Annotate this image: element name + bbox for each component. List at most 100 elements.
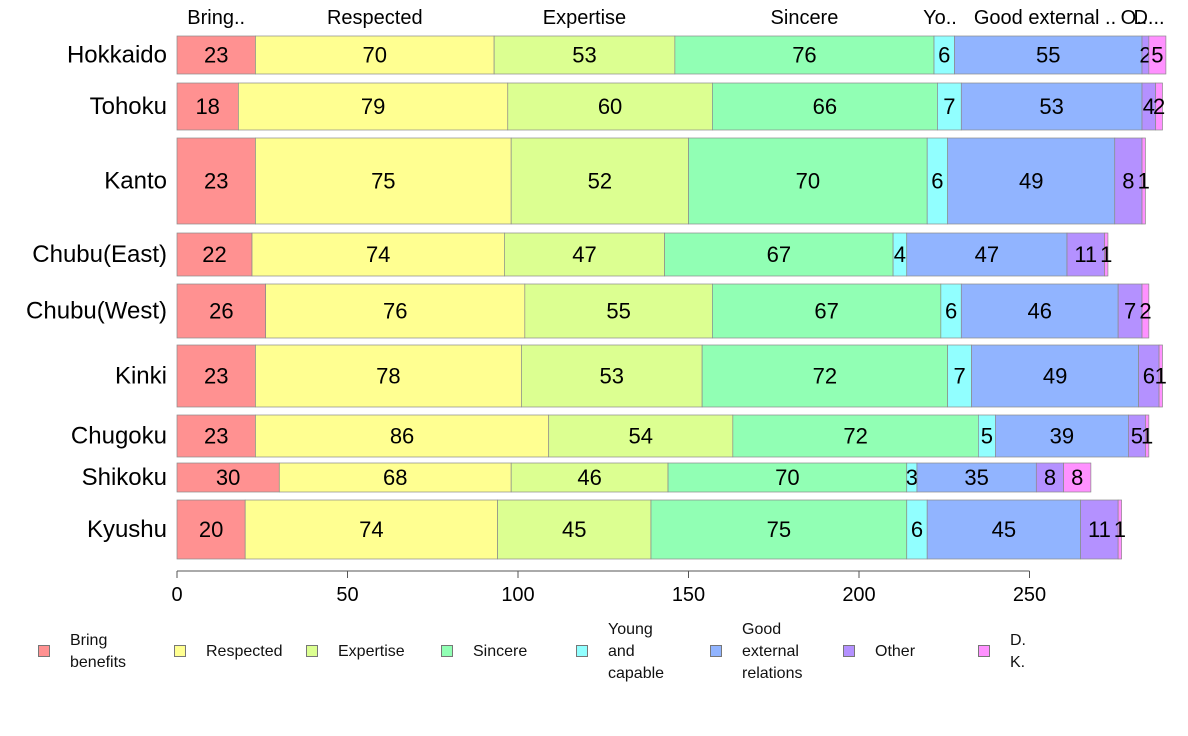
data-label: 8 bbox=[1044, 465, 1056, 490]
data-label: 47 bbox=[975, 242, 999, 267]
x-tick-label: 100 bbox=[501, 584, 534, 606]
data-label: 76 bbox=[792, 43, 816, 68]
bar-segment bbox=[667, 462, 908, 493]
bar-segment bbox=[255, 344, 522, 408]
category-label: Kinki bbox=[115, 363, 167, 390]
legend-swatch bbox=[710, 645, 722, 657]
bar-segment bbox=[176, 499, 246, 560]
legend-swatch bbox=[843, 645, 855, 657]
bar-segment bbox=[176, 462, 280, 493]
data-label: 5 bbox=[1151, 43, 1163, 68]
bar-segment bbox=[1104, 232, 1109, 277]
x-tick-label: 200 bbox=[842, 584, 875, 606]
data-label: 1 bbox=[1100, 242, 1112, 267]
bar-segment bbox=[960, 82, 1143, 131]
x-tick-label: 150 bbox=[672, 584, 705, 606]
bar-segment bbox=[176, 283, 267, 339]
data-label: 76 bbox=[383, 299, 407, 324]
data-label: 3 bbox=[906, 465, 918, 490]
bar-segment bbox=[1080, 499, 1119, 560]
category-label: Shikoku bbox=[82, 464, 167, 491]
series-header-label: Yo.. bbox=[923, 7, 957, 29]
legend-swatch bbox=[576, 645, 588, 657]
bar-segment bbox=[504, 232, 665, 277]
data-label: 70 bbox=[363, 43, 387, 68]
bar-segment bbox=[510, 137, 689, 225]
data-label: 1 bbox=[1141, 424, 1153, 449]
data-label: 60 bbox=[598, 94, 622, 119]
bar-segment bbox=[510, 462, 669, 493]
bar-segment bbox=[1114, 137, 1143, 225]
data-label: 23 bbox=[204, 364, 228, 389]
bar-segment bbox=[255, 137, 512, 225]
legend-label: Bring benefits bbox=[70, 632, 127, 671]
x-tick-label: 0 bbox=[171, 584, 182, 606]
data-label: 68 bbox=[383, 465, 407, 490]
bar-segment bbox=[971, 344, 1139, 408]
data-label: 67 bbox=[814, 299, 838, 324]
bar-segment bbox=[1117, 499, 1122, 560]
legend-label: D. K. bbox=[1010, 632, 1026, 671]
data-label: 7 bbox=[1124, 299, 1136, 324]
data-label: 23 bbox=[204, 169, 228, 194]
data-label: 70 bbox=[775, 465, 799, 490]
data-label: 74 bbox=[366, 242, 390, 267]
data-label: 79 bbox=[361, 94, 385, 119]
bar-segment bbox=[732, 414, 979, 458]
data-label: 5 bbox=[1131, 424, 1143, 449]
data-label: 54 bbox=[629, 424, 653, 449]
bar-segment bbox=[712, 82, 938, 131]
data-label: 55 bbox=[606, 299, 630, 324]
chart-legend: Bring benefits Respected Expertise Sincere Y… bbox=[38, 620, 1158, 690]
bar-segment bbox=[548, 414, 734, 458]
legend-swatch bbox=[306, 645, 318, 657]
category-label: Chubu(West) bbox=[26, 298, 167, 325]
data-label: 22 bbox=[202, 242, 226, 267]
data-label: 53 bbox=[572, 43, 596, 68]
bar-segment bbox=[176, 82, 239, 131]
data-label: 75 bbox=[767, 517, 791, 542]
data-label: 72 bbox=[843, 424, 867, 449]
data-label: 20 bbox=[199, 517, 223, 542]
bar-segment bbox=[916, 462, 1037, 493]
data-label: 8 bbox=[1122, 169, 1134, 194]
series-header-label: Sincere bbox=[771, 7, 839, 29]
legend-label: Sincere bbox=[473, 643, 528, 660]
data-label: 5 bbox=[981, 424, 993, 449]
bar-segment bbox=[712, 283, 942, 339]
bar-segment bbox=[954, 35, 1143, 75]
bar-segment bbox=[497, 499, 652, 560]
category-label: Chubu(East) bbox=[32, 241, 167, 268]
bar-segment bbox=[674, 35, 935, 75]
data-label: 2 bbox=[1139, 299, 1151, 324]
data-label: 46 bbox=[577, 465, 601, 490]
bar-segment bbox=[1063, 462, 1092, 493]
category-label: Kanto bbox=[104, 168, 167, 195]
bar-segment bbox=[176, 137, 256, 225]
bar-segment bbox=[664, 232, 894, 277]
data-label: 2 bbox=[1153, 94, 1165, 119]
legend-swatch bbox=[38, 645, 50, 657]
data-label: 23 bbox=[204, 43, 228, 68]
bar-segment bbox=[176, 344, 256, 408]
category-label: Tohoku bbox=[90, 93, 167, 120]
data-label: 70 bbox=[796, 169, 820, 194]
bar-segment bbox=[1155, 82, 1163, 131]
data-label: 45 bbox=[992, 517, 1016, 542]
bar-segment bbox=[176, 414, 256, 458]
data-label: 53 bbox=[600, 364, 624, 389]
data-label: 75 bbox=[371, 169, 395, 194]
data-label: 18 bbox=[195, 94, 219, 119]
bar-segment bbox=[521, 344, 703, 408]
category-label: Chugoku bbox=[71, 423, 167, 450]
data-label: 6 bbox=[938, 43, 950, 68]
bar-segment bbox=[507, 82, 713, 131]
data-label: 6 bbox=[931, 169, 943, 194]
bar-segment bbox=[1148, 35, 1167, 75]
bar-segment bbox=[688, 137, 928, 225]
data-label: 49 bbox=[1019, 169, 1043, 194]
data-label: 1 bbox=[1114, 517, 1126, 542]
data-label: 6 bbox=[945, 299, 957, 324]
legend-label: Young and capable bbox=[608, 621, 665, 682]
